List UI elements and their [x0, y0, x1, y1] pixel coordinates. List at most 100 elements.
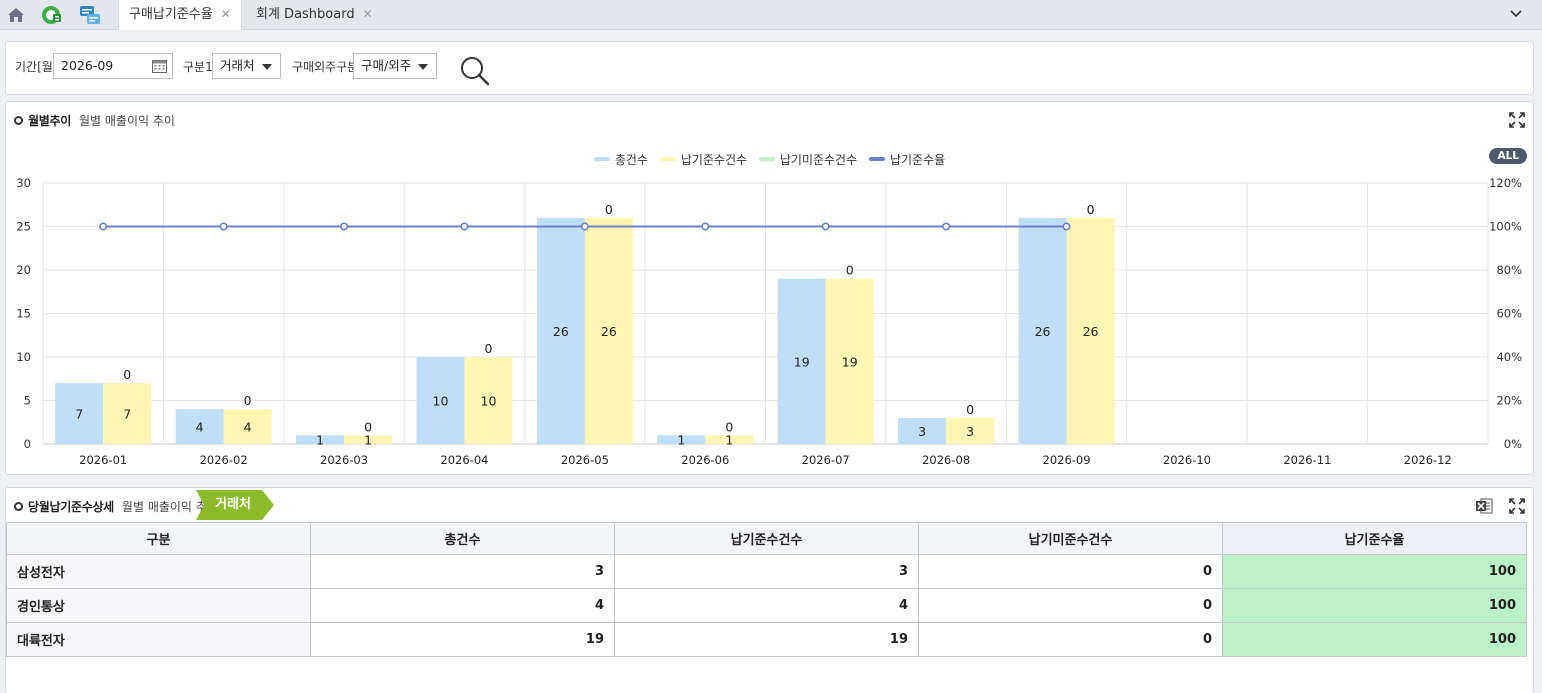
period-input[interactable]: 2026-09 — [53, 53, 173, 79]
bar-total — [777, 278, 826, 444]
group1-value: 거래처 — [220, 58, 255, 73]
cell-name: 삼성전자 — [6, 554, 311, 589]
bar-ontime — [223, 409, 272, 444]
dropdown-arrow-icon — [262, 64, 272, 70]
home-icon[interactable] — [4, 3, 28, 27]
bar-ontime — [705, 435, 754, 444]
bar-total — [416, 357, 465, 444]
legend-item-ontime[interactable]: 납기준수건수 — [659, 151, 748, 168]
expand-icon[interactable] — [1509, 112, 1525, 128]
data-label-late: 0 — [123, 367, 131, 382]
x-tick-label: 2026-04 — [440, 453, 488, 467]
y-tick-label: 20 — [16, 263, 31, 277]
all-button[interactable]: ALL — [1489, 148, 1527, 164]
rate-point — [942, 222, 951, 231]
group1-select[interactable]: 거래처 — [212, 53, 281, 79]
data-label-late: 0 — [725, 419, 733, 434]
cell-name: 경인통상 — [6, 588, 311, 623]
column-header[interactable]: 납기준수율 — [1222, 522, 1527, 555]
data-label-total: 1 — [316, 433, 324, 448]
filter-panel: 기간[월] 2026-09 구분1 거래처 구매외주구분 구매/외주 — [5, 41, 1534, 95]
messenger-icon[interactable] — [78, 3, 102, 27]
tab-accounting-dashboard[interactable]: 회계 Dashboard ✕ — [246, 0, 383, 30]
column-header[interactable]: 구분 — [6, 522, 311, 555]
legend-item-total[interactable]: 총건수 — [593, 151, 648, 168]
circle-icon — [14, 116, 23, 125]
data-label-ontime: 26 — [601, 324, 617, 339]
close-icon[interactable]: ✕ — [362, 7, 373, 21]
purchase-type-value: 구매/외주 — [361, 58, 412, 73]
chip-arrow-shape — [196, 490, 274, 520]
bar-total — [1018, 217, 1067, 444]
search-icon[interactable] — [458, 54, 492, 88]
x-tick-label: 2026-03 — [320, 453, 368, 467]
bar-total — [898, 417, 947, 444]
excel-export-icon[interactable] — [1475, 497, 1493, 515]
rate-point — [460, 222, 469, 231]
data-label-late: 0 — [364, 419, 372, 434]
cell-name: 대륙전자 — [6, 622, 311, 657]
column-header[interactable]: 납기준수건수 — [614, 522, 919, 555]
tab-label: 회계 Dashboard — [256, 7, 355, 22]
column-header[interactable]: 총건수 — [310, 522, 615, 555]
data-label-ontime: 7 — [123, 407, 131, 422]
y2-tick-label: 80% — [1496, 263, 1522, 277]
rate-point — [219, 222, 228, 231]
tab-label: 구매납기준수율 — [129, 7, 213, 22]
app-launcher-icon[interactable] — [40, 3, 64, 27]
monthly-trend-chart: 0 0%5 20%10 40%15 60%20 80%25 100%30 120%2026-0… — [16, 176, 1522, 467]
table-row[interactable]: 대륙전자 19 19 0 100 — [6, 622, 1527, 657]
bar-ontime — [344, 435, 393, 444]
y2-tick-label: 60% — [1496, 307, 1522, 321]
cell-late: 0 — [918, 622, 1223, 657]
bar-ontime — [103, 383, 152, 444]
legend-item-rate[interactable]: 납기준수율 — [868, 151, 945, 168]
column-header[interactable]: 납기미준수건수 — [918, 522, 1223, 555]
bar-ontime — [946, 417, 995, 444]
x-tick-label: 2026-12 — [1404, 453, 1452, 467]
data-label-total: 19 — [794, 354, 810, 369]
legend-label: 납기준수건수 — [680, 152, 748, 167]
group1-label: 구분1 — [183, 60, 213, 74]
data-label-total: 10 — [433, 394, 449, 409]
legend-swatch — [659, 157, 676, 161]
panel-header: 당월납기준수상세 월별 매출이익 추이 — [14, 498, 218, 515]
cell-ontime: 19 — [614, 622, 919, 657]
legend-label: 납기미준수건수 — [779, 152, 858, 167]
bar-ontime — [1066, 217, 1115, 444]
rate-point — [99, 222, 108, 231]
y-tick-label: 25 — [16, 220, 31, 234]
panel-title: 당월납기준수상세 — [28, 500, 114, 514]
table-row[interactable]: 경인통상 4 4 0 100 — [6, 588, 1527, 623]
data-label-late: 0 — [846, 263, 854, 278]
x-tick-label: 2026-10 — [1163, 453, 1211, 467]
data-label-total: 3 — [918, 424, 926, 439]
y-tick-label: 5 — [24, 394, 31, 408]
legend-swatch — [868, 157, 885, 161]
x-tick-label: 2026-05 — [561, 453, 609, 467]
bar-total — [55, 383, 104, 444]
panel-title: 월별추이 — [28, 114, 71, 128]
cell-ontime: 4 — [614, 588, 919, 623]
close-icon[interactable]: ✕ — [220, 7, 231, 21]
x-tick-label: 2026-08 — [922, 453, 970, 467]
x-tick-label: 2026-07 — [802, 453, 850, 467]
legend-item-late[interactable]: 납기미준수건수 — [758, 151, 858, 168]
tab-purchase-ontime-rate[interactable]: 구매납기준수율 ✕ — [118, 0, 242, 30]
expand-icon[interactable] — [1509, 498, 1525, 514]
x-tick-label: 2026-02 — [200, 453, 248, 467]
table-row[interactable]: 삼성전자 3 3 0 100 — [6, 554, 1527, 589]
data-label-total: 1 — [677, 433, 685, 448]
monthly-detail-panel: 당월납기준수상세 월별 매출이익 추이 거래처 구분 총건수 납기준수건수 납기… — [5, 487, 1534, 693]
data-label-ontime: 3 — [966, 424, 974, 439]
purchase-type-select[interactable]: 구매/외주 — [353, 53, 437, 79]
data-label-late: 0 — [484, 341, 492, 356]
calendar-icon[interactable] — [152, 59, 167, 73]
cell-total: 19 — [310, 622, 615, 657]
circle-icon — [14, 502, 23, 511]
chevron-down-icon[interactable] — [1508, 5, 1524, 21]
y2-tick-label: 20% — [1496, 394, 1522, 408]
y2-tick-label: 0% — [1504, 437, 1522, 451]
y-tick-label: 15 — [16, 307, 31, 321]
data-label-total: 26 — [553, 324, 569, 339]
